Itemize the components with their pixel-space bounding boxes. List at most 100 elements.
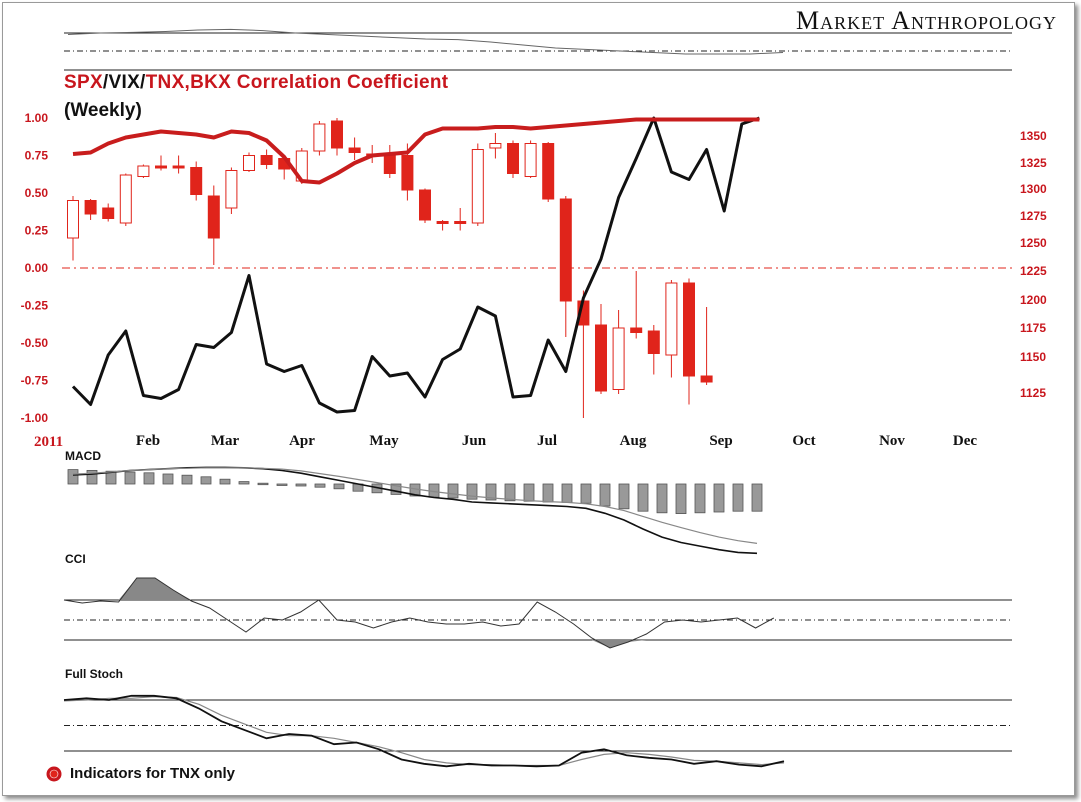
macd-histogram-bar	[637, 483, 649, 512]
right-axis-tick-label: 1325	[1020, 156, 1047, 170]
candle-body	[225, 170, 238, 209]
right-axis-tick-label: 1200	[1020, 293, 1047, 307]
candle-body	[348, 147, 361, 153]
x-tick-label: Mar	[211, 433, 240, 449]
macd-label: MACD	[65, 449, 101, 463]
left-axis-tick-label: 0.00	[25, 261, 49, 275]
right-axis-tick-label: 1175	[1020, 321, 1046, 335]
candle-body	[243, 155, 255, 171]
x-tick-label: Jun	[462, 433, 487, 449]
candle-body	[507, 143, 519, 174]
macd-histogram-bar	[143, 472, 155, 485]
red-seal-icon	[46, 766, 62, 781]
macd-histogram-bar	[504, 483, 516, 502]
right-axis-tick-label: 1300	[1020, 182, 1047, 196]
macd-histogram-bar	[181, 474, 193, 485]
right-axis-tick-label: 1225	[1020, 264, 1047, 278]
macd-histogram-bar	[561, 483, 573, 503]
cci-line	[63, 577, 775, 649]
candle-body	[683, 282, 695, 377]
candle-body	[436, 221, 449, 224]
right-axis-tick-label: 1125	[1020, 386, 1046, 400]
title-part-spx: SPX	[64, 72, 103, 93]
footnote: Indicators for TNX only	[46, 765, 235, 782]
left-axis-tick-label: -0.75	[21, 374, 49, 388]
title-sep-1: /	[102, 72, 109, 93]
candle-body	[190, 167, 203, 195]
candle-body	[471, 149, 484, 224]
brand-logo: Market Anthropology	[796, 6, 1057, 35]
left-axis-tick-label: 1.00	[25, 111, 49, 125]
candle-body	[542, 143, 555, 200]
left-axis-tick-label: 0.75	[25, 149, 49, 163]
candle-body	[647, 330, 660, 354]
title-sep-2: /	[140, 72, 146, 93]
candle-body	[331, 120, 343, 149]
macd-histogram-bar	[124, 471, 136, 485]
macd-signal-line	[72, 467, 758, 544]
macd-histogram-bar	[86, 469, 98, 485]
cci-overbought-fill	[64, 578, 774, 600]
macd-histogram-bar	[713, 483, 725, 513]
left-axis-tick-label: -0.25	[21, 299, 49, 313]
top-panel-series	[67, 28, 784, 55]
macd-histogram-bar	[162, 473, 174, 485]
candle-body	[612, 327, 625, 390]
candle-body	[119, 174, 132, 224]
candle-body	[559, 198, 572, 302]
macd-histogram-bar	[333, 483, 345, 490]
title-part-vix: VIX	[108, 72, 141, 93]
macd-histogram-bar	[618, 483, 630, 510]
stoch-d-line	[63, 695, 785, 767]
candle-body	[155, 165, 167, 169]
candle-body	[489, 143, 502, 149]
left-axis-tick-label: -0.50	[21, 336, 49, 350]
right-axis-tick-label: 1150	[1020, 350, 1046, 364]
left-axis-tick-label: -1.00	[21, 411, 49, 425]
candle-body	[454, 221, 467, 224]
macd-histogram-bar	[580, 483, 592, 504]
candle-body	[419, 189, 431, 221]
x-year-label: 2011	[34, 434, 63, 450]
macd-histogram-bar	[200, 476, 212, 485]
macd-histogram-bar	[542, 483, 554, 503]
right-axis-tick-label: 1350	[1020, 129, 1047, 143]
macd-histogram-bar	[466, 483, 478, 500]
title-part-rest: Correlation Coefficient	[231, 72, 449, 93]
macd-histogram-bar	[257, 482, 269, 486]
macd-histogram-bar	[295, 483, 307, 487]
candle-body	[313, 123, 326, 152]
cci-label: CCI	[65, 552, 86, 566]
candle-body	[260, 155, 273, 165]
macd-histogram-bar	[238, 481, 250, 485]
right-axis-tick-label: 1275	[1020, 209, 1047, 223]
correlation-line-black	[71, 116, 760, 414]
footnote-text: Indicators for TNX only	[70, 765, 236, 782]
candle-body	[524, 143, 537, 177]
candle-body	[595, 324, 607, 392]
x-tick-label: Oct	[792, 433, 815, 449]
x-tick-label: Nov	[879, 433, 905, 449]
macd-histogram-bar	[485, 483, 497, 501]
x-tick-label: Feb	[136, 433, 160, 449]
macd-line	[72, 466, 758, 555]
macd-histogram-bar	[751, 483, 763, 512]
macd-histogram-bar	[523, 483, 535, 502]
macd-histogram-bar	[314, 483, 326, 488]
macd-histogram-bar	[732, 483, 744, 512]
macd-histogram-bar	[694, 483, 706, 514]
candle-body	[700, 375, 713, 383]
cci-oversold-fill	[64, 640, 774, 648]
macd-histogram-bar	[276, 483, 288, 486]
candle-body	[172, 165, 185, 169]
candle-body	[401, 155, 414, 191]
candle-body	[630, 327, 643, 333]
candle-body	[84, 200, 97, 215]
x-tick-label: May	[369, 433, 399, 449]
correlation-line-red	[72, 117, 760, 185]
macd-histogram-bar	[675, 483, 687, 515]
x-tick-label: Sep	[709, 433, 732, 449]
chart-title: SPX/VIX/TNX,BKX Correlation Coefficient	[64, 72, 448, 94]
candle-body	[207, 195, 220, 239]
